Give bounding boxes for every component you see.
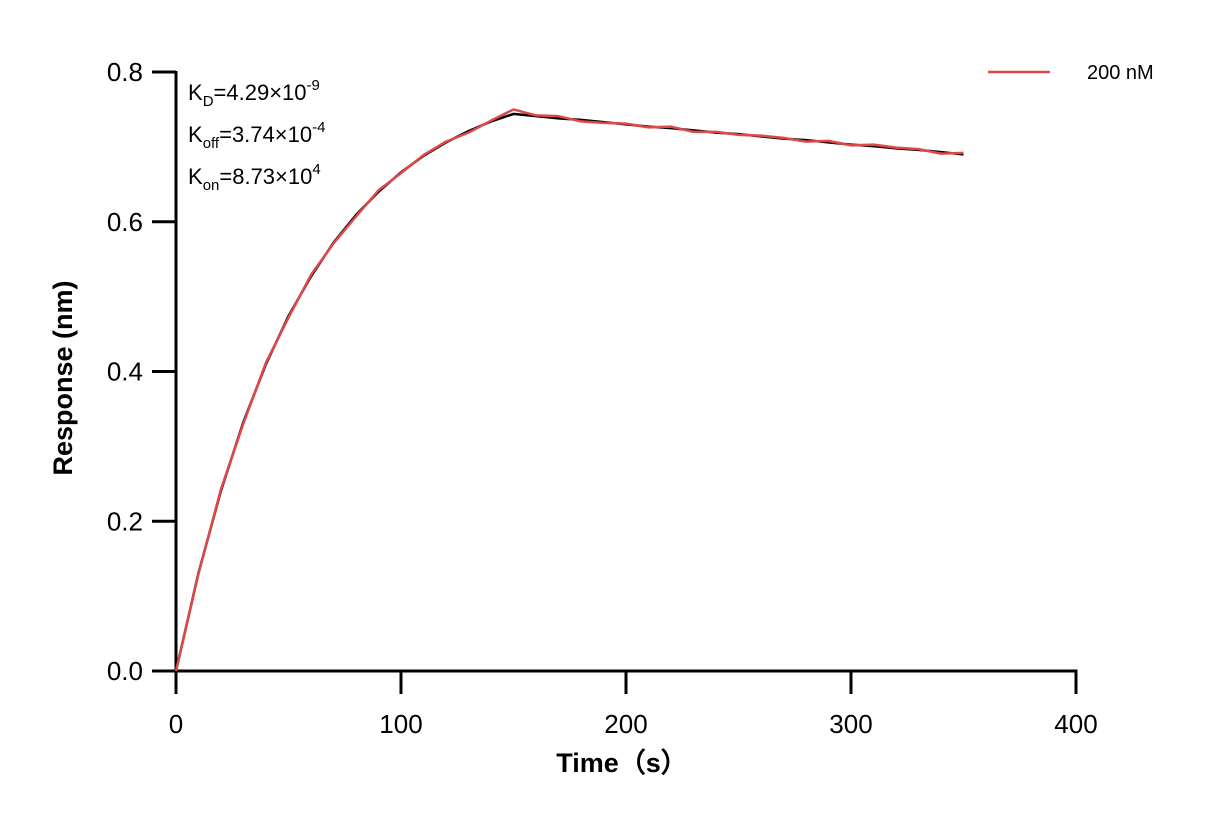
x-axis-title: Time（s） xyxy=(556,748,688,778)
annotation-main: K xyxy=(188,122,203,147)
x-tick-label: 200 xyxy=(604,709,647,739)
y-axis-title: Response (nm) xyxy=(48,280,78,475)
x-tick-label: 300 xyxy=(829,709,872,739)
series-line xyxy=(174,108,964,672)
annotation-text: =8.73×10 xyxy=(219,164,312,189)
y-tick-label: 0.4 xyxy=(107,357,143,387)
annotation-sup: -9 xyxy=(307,77,320,94)
series-line xyxy=(174,112,964,672)
y-tick-label: 0.6 xyxy=(107,207,143,237)
annotation-sub: on xyxy=(203,177,220,194)
annotation: KD=4.29×10-9 xyxy=(188,77,320,110)
annotation-sup: -4 xyxy=(312,119,325,136)
annotation-sup: 4 xyxy=(312,161,320,178)
x-tick-label: 0 xyxy=(169,709,183,739)
x-tick-label: 400 xyxy=(1054,709,1097,739)
legend-item: 200 nM xyxy=(988,62,1154,84)
annotation-main: K xyxy=(188,164,203,189)
y-tick-label: 0.0 xyxy=(107,656,143,686)
annotation-sub: D xyxy=(203,93,214,110)
annotation: Koff=3.74×10-4 xyxy=(188,119,325,152)
annotation-sub: off xyxy=(203,135,220,152)
x-tick-label: 100 xyxy=(379,709,422,739)
annotation: Kon=8.73×104 xyxy=(188,161,321,194)
annotation-text: =3.74×10 xyxy=(219,122,312,147)
annotation-main: K xyxy=(188,80,203,105)
legend-label: 200 nM xyxy=(1087,62,1154,84)
y-tick-label: 0.8 xyxy=(107,57,143,87)
annotation-text: =4.29×10 xyxy=(214,80,307,105)
y-tick-label: 0.2 xyxy=(107,506,143,536)
